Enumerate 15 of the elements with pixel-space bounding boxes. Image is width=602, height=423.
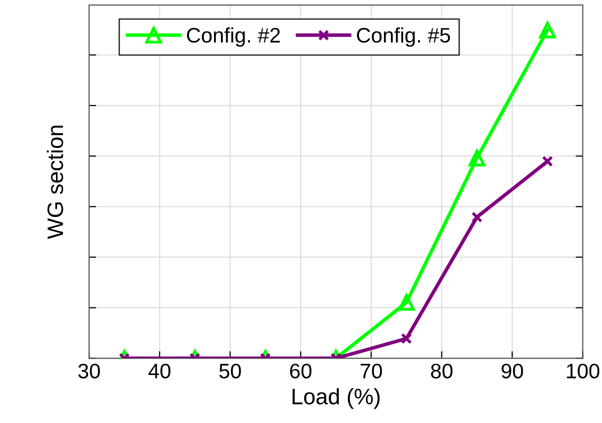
x-tick-label: 50 bbox=[219, 364, 241, 378]
legend-label: Config. #2 bbox=[186, 27, 280, 47]
x-tick-label: 90 bbox=[502, 364, 523, 378]
point bbox=[468, 150, 486, 166]
x-tick-label: 40 bbox=[148, 364, 170, 378]
x-tick-label: 30 bbox=[78, 364, 100, 378]
x-tick-label: 100 bbox=[566, 364, 600, 378]
y-axis-title: WG section bbox=[46, 126, 64, 239]
x-tick-label: 80 bbox=[431, 364, 452, 378]
x-tick-label: 70 bbox=[360, 364, 382, 378]
x-tick-label: 60 bbox=[290, 364, 312, 378]
x-axis-title: Load (%) bbox=[292, 388, 380, 409]
point bbox=[471, 212, 483, 223]
point bbox=[542, 156, 554, 167]
legend-label: Config. #5 bbox=[356, 27, 450, 47]
